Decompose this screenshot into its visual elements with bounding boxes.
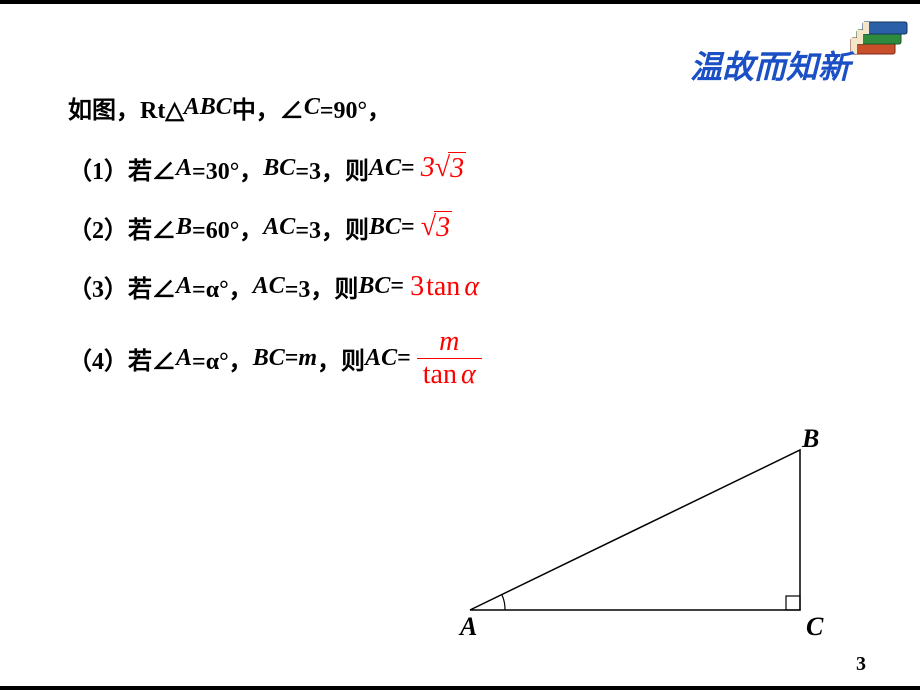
q-ask: BC [369,214,401,241]
bottom-border [0,686,920,690]
q-seg-eq: = [285,345,299,372]
vertex-b: B [802,424,819,454]
q-seg-eq: =3，则 [295,210,369,245]
page-number: 3 [856,653,866,676]
q-angle-eq: =α°， [192,269,253,304]
q-ask-eq: = [390,273,404,300]
content-block: 如图，Rt△ ABC 中，∠ C =90°， （1）若∠A=30°，BC=3，则… [68,90,848,413]
lead-line: 如图，Rt△ ABC 中，∠ C =90°， [68,90,848,125]
q-seg-val: m [298,345,317,372]
q-seg: AC [263,214,295,241]
q-label: （4）若∠ [68,341,176,376]
lead-triangle-name: ABC [184,94,232,121]
answer: mtanα [417,328,482,389]
lead-equals: =90°， [320,90,391,125]
lead-prefix: 如图，Rt△ [68,90,184,125]
q-seg-post: ，则 [317,341,365,376]
q-angle: A [176,273,192,300]
top-border [0,0,920,4]
lead-angle-label: C [304,94,320,121]
q-ask-eq: = [401,214,415,241]
q-label: （1）若∠ [68,151,176,186]
q-ask: BC [358,273,390,300]
q-label: （3）若∠ [68,269,176,304]
q-angle-eq: =60°， [192,210,263,245]
vertex-c: C [806,612,823,642]
q-ask-eq: = [397,345,411,372]
header-title: 温故而知新 [690,42,850,88]
vertex-a: A [460,612,477,642]
answer: 3√3 [421,152,466,185]
lead-middle: 中，∠ [232,90,304,125]
books-icon [845,10,910,65]
q-ask: AC [369,155,401,182]
q-angle-eq: =α°， [192,341,253,376]
q-seg-eq: =3，则 [295,151,369,186]
question-row-4: （4）若∠A=α°，BC=m，则AC=mtanα [68,328,848,389]
q-angle-eq: =30°， [192,151,263,186]
q-seg: BC [253,345,285,372]
question-row-1: （1）若∠A=30°，BC=3，则AC=3√3 [68,151,848,186]
question-row-2: （2）若∠B=60°，AC=3，则BC=√3 [68,210,848,245]
question-row-3: （3）若∠A=α°，AC=3，则BC=3tanα [68,269,848,304]
q-ask-eq: = [401,155,415,182]
answer: √3 [421,211,452,244]
q-angle: A [176,345,192,372]
q-seg-eq: =3，则 [285,269,359,304]
q-label: （2）若∠ [68,210,176,245]
q-ask: AC [365,345,397,372]
answer: 3tanα [410,271,479,303]
q-angle: A [176,155,192,182]
triangle-figure: A B C [450,430,850,650]
q-seg: AC [253,273,285,300]
q-seg: BC [263,155,295,182]
q-angle: B [176,214,192,241]
